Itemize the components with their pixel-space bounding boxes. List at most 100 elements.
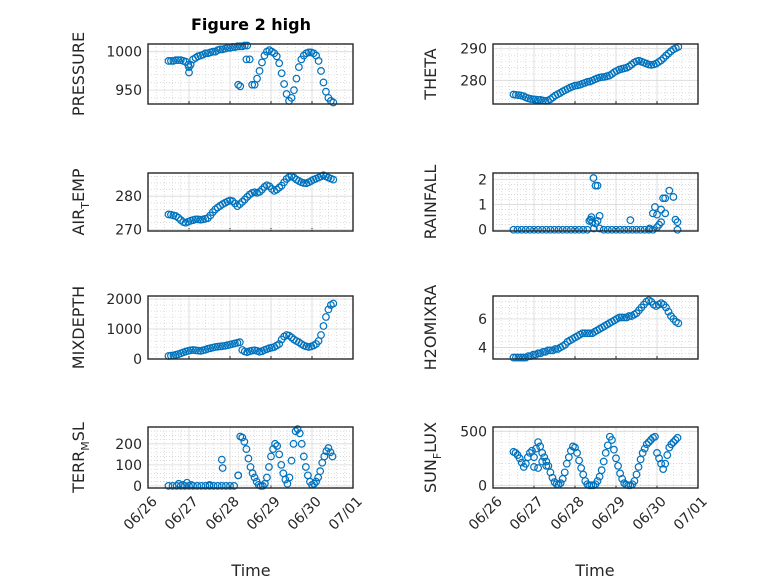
data-point xyxy=(661,194,670,203)
data-point xyxy=(234,80,243,89)
x-tick-label: 06/30 xyxy=(630,494,670,534)
data-point xyxy=(234,471,243,480)
data-point xyxy=(521,225,530,234)
data-point xyxy=(201,481,210,490)
y-tick-label: 200 xyxy=(115,437,142,453)
data-point xyxy=(324,305,333,314)
data-point xyxy=(626,216,635,225)
data-point xyxy=(272,52,281,61)
data-point xyxy=(509,225,518,234)
data-point xyxy=(238,433,247,442)
data-point xyxy=(512,353,520,362)
data-point xyxy=(580,329,589,338)
data-point xyxy=(673,225,682,234)
data-point xyxy=(669,438,678,447)
data-point xyxy=(583,329,592,338)
x-axis-label-left: Time xyxy=(230,561,270,580)
data-point xyxy=(248,469,257,478)
data-point xyxy=(218,464,227,472)
y-tick-label: 100 xyxy=(115,458,142,474)
x-tick-label: 07/01 xyxy=(671,494,711,534)
data-point xyxy=(329,299,338,308)
data-point xyxy=(235,42,244,51)
data-point xyxy=(516,353,525,362)
axes-frame xyxy=(147,426,354,489)
data-point xyxy=(599,457,608,466)
data-point xyxy=(657,205,665,214)
data-point xyxy=(530,225,538,234)
data-point xyxy=(240,437,249,446)
subplot-air_temp: 270 280 AIRTEMP xyxy=(69,168,354,238)
data-point xyxy=(608,436,616,444)
data-point xyxy=(250,473,259,482)
data-point xyxy=(324,444,333,452)
data-point xyxy=(620,225,629,234)
data-point xyxy=(297,55,306,64)
y-axis-label-main: SUN xyxy=(421,459,440,493)
data-point xyxy=(575,456,583,465)
data-point xyxy=(640,225,649,234)
data-point xyxy=(674,319,683,328)
data-point xyxy=(174,479,183,488)
data-point xyxy=(538,449,547,457)
data-point xyxy=(164,481,173,490)
y-tick-label: 0 xyxy=(478,223,487,239)
data-point xyxy=(319,78,328,87)
data-point xyxy=(671,436,680,444)
data-point xyxy=(183,478,191,487)
axes-frame xyxy=(147,43,354,105)
data-point xyxy=(299,452,308,461)
data-point xyxy=(329,175,338,184)
data-point xyxy=(255,67,264,75)
data-point xyxy=(209,481,218,490)
y-tick-label: 280 xyxy=(460,73,487,89)
y-axis-label-tail: LUX xyxy=(421,422,440,453)
y-axis-label: MIXDEPTH xyxy=(69,286,88,369)
data-point xyxy=(667,440,676,449)
data-point xyxy=(655,220,663,229)
data-point xyxy=(534,225,542,234)
data-point xyxy=(530,453,538,462)
x-tick-label: 07/01 xyxy=(326,494,366,534)
data-point xyxy=(642,440,651,449)
data-point xyxy=(174,213,183,222)
data-point xyxy=(258,481,267,490)
data-point xyxy=(515,454,524,463)
data-point xyxy=(625,312,634,320)
data-point xyxy=(285,473,294,482)
data-point xyxy=(226,481,234,490)
data-point xyxy=(275,450,284,459)
data-point xyxy=(258,58,266,67)
data-point xyxy=(634,463,643,471)
data-point xyxy=(593,477,602,485)
x-tick-label: 06/29 xyxy=(589,494,629,534)
data-point xyxy=(673,433,682,442)
data-point xyxy=(556,479,565,488)
data-point xyxy=(511,449,520,457)
data-point xyxy=(243,192,252,201)
data-point xyxy=(275,340,284,348)
x-axis-label-right: Time xyxy=(574,561,614,580)
axes-frame xyxy=(492,43,699,105)
data-point xyxy=(616,225,624,234)
data-point xyxy=(208,47,217,56)
data-point xyxy=(615,313,624,322)
y-axis-label-tail: SL xyxy=(69,422,88,441)
data-point xyxy=(245,55,254,64)
x-tick-label: 06/29 xyxy=(244,494,284,534)
data-point xyxy=(529,350,538,359)
data-point xyxy=(277,69,286,78)
data-point xyxy=(651,432,659,441)
data-point xyxy=(539,347,547,356)
data-point xyxy=(235,200,244,209)
data-point xyxy=(509,353,518,362)
y-tick-label: 280 xyxy=(115,189,142,205)
y-tick-label: 2000 xyxy=(106,292,142,308)
data-point xyxy=(628,225,637,234)
y-tick-label: 6 xyxy=(478,312,487,328)
data-point xyxy=(664,307,673,316)
data-point xyxy=(221,481,230,490)
y-tick-label: 500 xyxy=(460,424,487,440)
data-point xyxy=(271,439,280,448)
